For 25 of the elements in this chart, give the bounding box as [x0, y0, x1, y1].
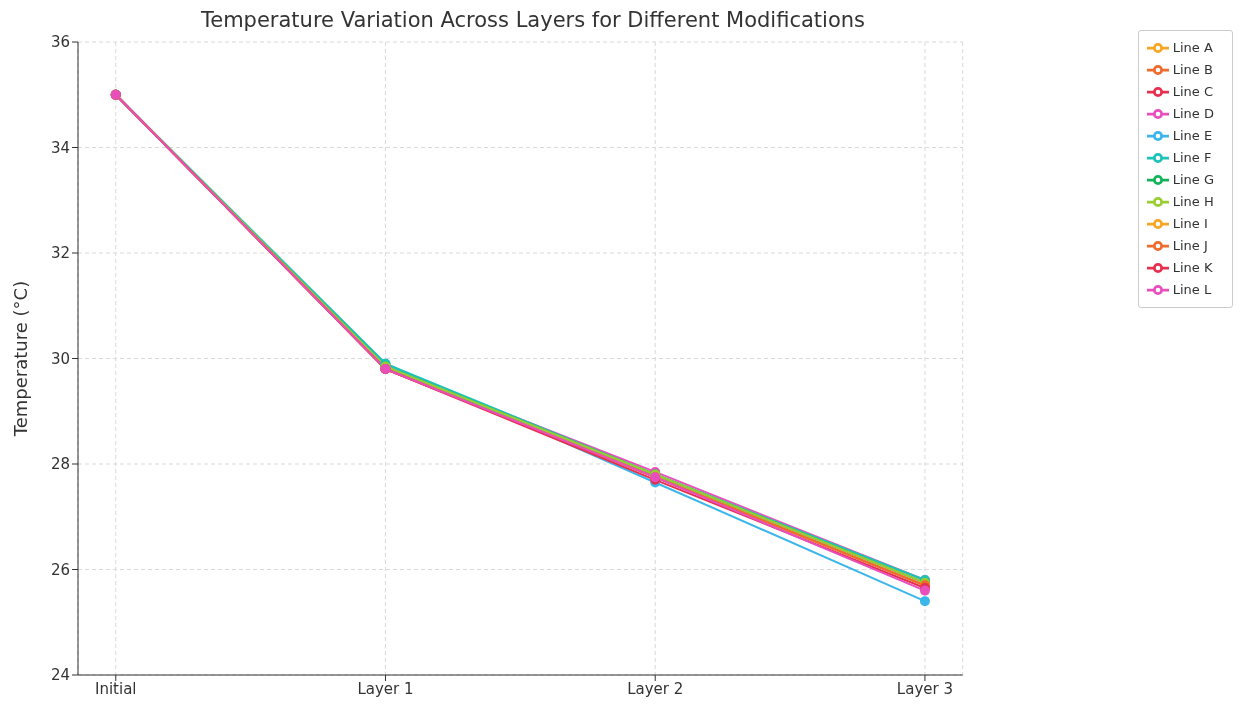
legend-label: Line D — [1172, 105, 1214, 121]
legend-label: Line L — [1172, 281, 1212, 297]
legend-label: Line F — [1172, 149, 1212, 165]
legend-label: Line H — [1172, 193, 1214, 209]
x-tick-label: Layer 3 — [896, 679, 953, 698]
legend-label: Line K — [1172, 259, 1213, 275]
y-axis-title: Temperature (°C) — [10, 280, 32, 438]
legend-label: Line A — [1172, 39, 1213, 55]
x-tick-label: Initial — [95, 679, 137, 698]
x-tick-label: Layer 1 — [357, 679, 414, 698]
y-tick-label: 26 — [50, 560, 70, 579]
y-tick-label: 34 — [50, 138, 70, 157]
legend-label: Line I — [1172, 215, 1208, 231]
y-tick-label: 30 — [50, 349, 70, 368]
chart-title: Temperature Variation Across Layers for Different Modifications — [200, 8, 866, 32]
x-tick-label: Layer 2 — [627, 679, 684, 698]
legend-label: Line E — [1172, 127, 1213, 143]
y-tick-label: 28 — [50, 455, 70, 474]
legend-label: Line J — [1172, 237, 1208, 253]
legend-label: Line B — [1172, 61, 1213, 77]
y-tick-label: 36 — [50, 33, 70, 52]
legend-label: Line C — [1172, 83, 1213, 99]
legend-label: Line G — [1172, 171, 1214, 187]
y-tick-label: 24 — [50, 666, 70, 685]
y-tick-label: 32 — [50, 244, 70, 263]
